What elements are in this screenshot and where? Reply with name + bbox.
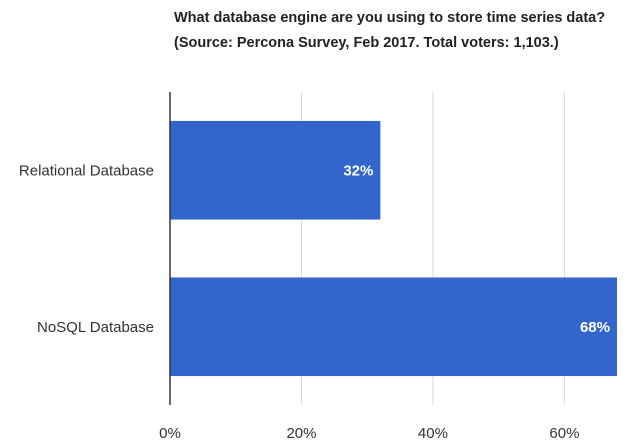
chart-subtitle: (Source: Percona Survey, Feb 2017. Total… [174, 35, 559, 51]
bar [170, 120, 381, 220]
bar [170, 277, 617, 377]
chart-title: What database engine are you using to st… [174, 10, 606, 26]
category-label: NoSQL Database [37, 319, 154, 336]
bars [170, 120, 617, 377]
x-tick-label: 60% [549, 425, 579, 442]
data-label: 32% [343, 162, 373, 179]
chart-title-block: What database engine are you using to st… [174, 6, 639, 56]
x-tick-label: 0% [159, 425, 181, 442]
x-tick-label: 40% [418, 425, 448, 442]
data-label: 68% [580, 319, 610, 336]
category-label: Relational Database [19, 162, 154, 179]
labels: 0% 20% 40% 60% 32% Relational Database 68% NoSQ… [19, 162, 610, 442]
x-tick-label: 20% [286, 425, 316, 442]
